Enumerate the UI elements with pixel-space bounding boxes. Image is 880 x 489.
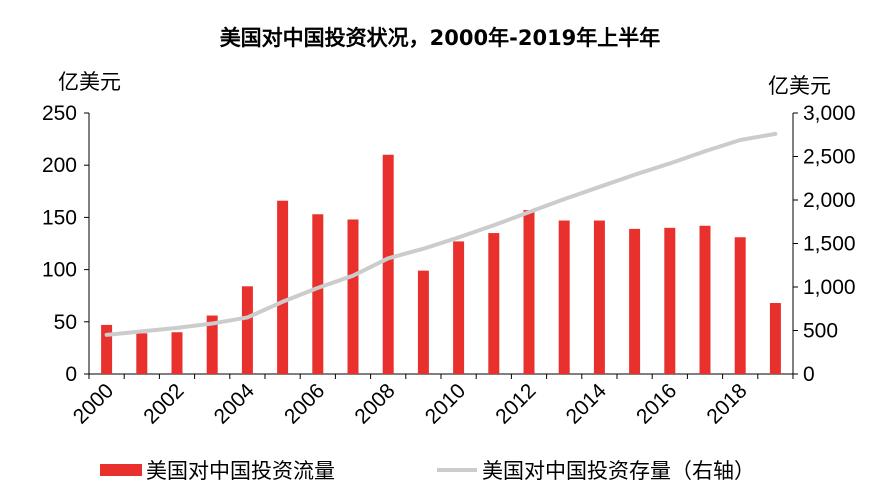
- bar: [101, 324, 113, 374]
- right-axis-tick-label: 0: [803, 363, 815, 386]
- legend-bar-swatch: [100, 464, 142, 476]
- left-axis-tick-label: 200: [42, 154, 77, 177]
- left-axis-tick-label: 250: [42, 102, 77, 125]
- bar: [664, 227, 676, 374]
- bar: [769, 303, 781, 374]
- bar: [312, 214, 324, 374]
- x-axis-tick-label: 2018: [702, 379, 751, 428]
- x-axis-tick-label: 2008: [350, 379, 399, 428]
- stock-line: [104, 131, 778, 337]
- x-axis-tick-label: 2016: [632, 379, 681, 428]
- bar: [206, 315, 218, 374]
- x-axis-tick-label: 2006: [280, 379, 329, 428]
- bar: [523, 210, 535, 374]
- left-axis-unit: 亿美元: [58, 70, 121, 94]
- bar: [417, 270, 429, 374]
- bar: [488, 233, 500, 374]
- left-axis-tick-label: 100: [42, 259, 77, 282]
- right-axis-tick-label: 1,000: [803, 276, 856, 299]
- left-axis-tick-label: 150: [42, 206, 77, 229]
- legend-line-label: 美国对中国投资存量（右轴）: [482, 460, 755, 483]
- bar: [699, 225, 711, 374]
- legend-bar-label: 美国对中国投资流量: [146, 460, 335, 483]
- right-axis-tick-label: 2,500: [803, 146, 856, 169]
- x-axis-tick-label: 2002: [139, 379, 188, 428]
- bar: [277, 200, 289, 374]
- right-axis-tick-label: 2,000: [803, 189, 856, 212]
- bar: [171, 332, 183, 374]
- bar: [558, 220, 570, 374]
- x-axis-tick-label: 2012: [491, 379, 540, 428]
- left-axis-tick-label: 50: [54, 311, 77, 334]
- right-axis-tick-label: 500: [803, 320, 838, 343]
- right-axis-unit: 亿美元: [768, 74, 831, 98]
- chart-title: 美国对中国投资状况，2000年-2019年上半年: [219, 26, 661, 50]
- bar: [382, 154, 394, 374]
- bar: [453, 241, 465, 374]
- bar: [593, 220, 605, 374]
- right-axis-tick-label: 1,500: [803, 233, 856, 256]
- bar: [241, 286, 253, 374]
- bar: [629, 228, 641, 374]
- right-axis-tick-label: 3,000: [803, 102, 856, 125]
- bar: [734, 237, 746, 374]
- x-axis-tick-label: 2010: [421, 379, 470, 428]
- left-axis-tick-label: 0: [65, 363, 77, 386]
- x-axis-tick-label: 2004: [210, 379, 260, 429]
- bar: [136, 333, 148, 374]
- x-axis-tick-label: 2014: [562, 379, 612, 429]
- bar: [347, 219, 359, 374]
- x-axis-tick-label: 2000: [69, 379, 118, 428]
